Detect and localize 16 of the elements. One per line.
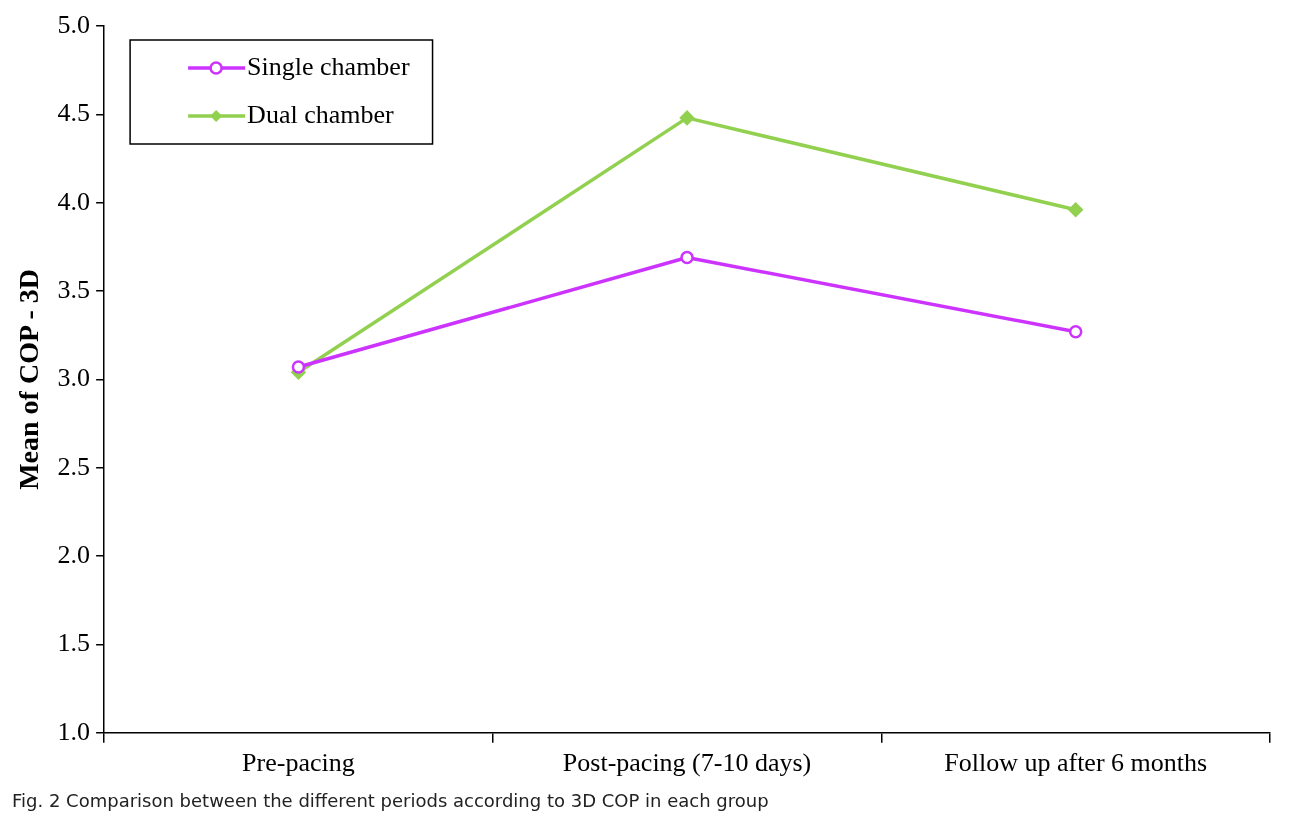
caption: Fig. 2 Comparison between the different periods according to 3D COP in each group: [12, 790, 769, 811]
y-axis-title: Mean of COP - 3D: [13, 268, 45, 490]
y-tick-label: 4.0: [57, 186, 91, 216]
y-tick-label: 3.0: [57, 363, 91, 393]
y-tick-label: 1.5: [57, 628, 91, 658]
x-tick-label: Post-pacing (7-10 days): [562, 748, 812, 778]
x-tick-label: Follow up after 6 months: [944, 748, 1208, 778]
y-tick-label: 2.5: [57, 451, 91, 481]
y-tick-label: 5.0: [57, 9, 91, 39]
y-tick-label: 4.5: [57, 98, 91, 128]
legend-label: Dual chamber: [247, 99, 394, 129]
x-tick-label: Pre-pacing: [242, 748, 355, 778]
y-tick-label: 1.0: [57, 716, 91, 746]
y-tick-label: 3.5: [57, 274, 91, 304]
legend-label: Single chamber: [247, 51, 410, 81]
y-tick-label: 2.0: [57, 539, 91, 569]
